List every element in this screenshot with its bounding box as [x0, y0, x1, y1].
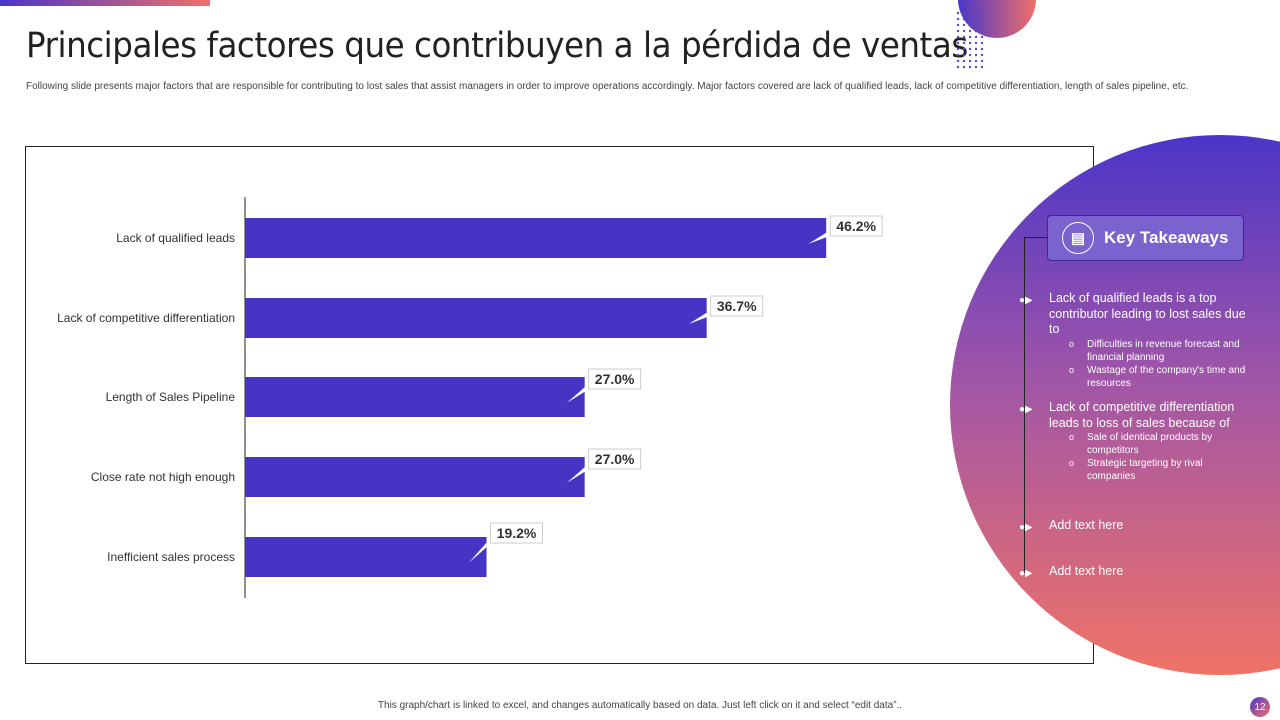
bullet-icon: ●▶	[1019, 522, 1033, 533]
takeaway-text: Lack of qualified leads is a top contrib…	[1049, 291, 1246, 336]
bar	[245, 457, 585, 497]
accent-bar	[0, 0, 210, 6]
category-label: Lack of competitive differentiation	[57, 311, 235, 325]
callout-pointer	[566, 382, 591, 403]
takeaway-item: ●▶ Add text here	[1019, 518, 1249, 534]
category-label: Length of Sales Pipeline	[106, 390, 236, 404]
data-label: 19.2%	[497, 525, 537, 541]
footer-note: This graph/chart is linked to excel, and…	[377, 700, 903, 711]
data-label: 36.7%	[717, 298, 757, 314]
timeline-line	[1024, 237, 1025, 573]
takeaway-text: Add text here	[1049, 518, 1124, 532]
data-label: 27.0%	[595, 451, 635, 467]
data-label-box	[588, 448, 642, 470]
page-title: Principales factores que contribuyen a l…	[26, 26, 968, 66]
key-takeaways-header: ▤ Key Takeaways	[1047, 215, 1244, 261]
data-label-box	[490, 522, 544, 544]
page-number: 12	[1250, 697, 1270, 717]
takeaway-subitem: Strategic targeting by rival companies	[1069, 457, 1249, 483]
bullet-icon: ●▶	[1019, 404, 1033, 415]
category-label: Inefficient sales process	[107, 550, 235, 564]
decorative-dots	[955, 10, 985, 70]
timeline-connector	[1024, 237, 1047, 238]
takeaway-text: Lack of competitive differentiation lead…	[1049, 400, 1235, 430]
key-takeaways-title: Key Takeaways	[1104, 228, 1229, 247]
bullet-icon: ●▶	[1019, 568, 1033, 579]
takeaway-text: Add text here	[1049, 564, 1124, 578]
takeaway-subitem: Wastage of the company's time and resour…	[1069, 364, 1249, 390]
bullet-icon: ●▶	[1019, 295, 1033, 306]
takeaway-item: ●▶ Lack of qualified leads is a top contr…	[1019, 291, 1249, 390]
callout-pointer	[808, 229, 833, 244]
bar	[245, 537, 487, 577]
bar	[245, 298, 707, 338]
callout-pointer	[566, 462, 591, 483]
category-label: Close rate not high enough	[91, 470, 235, 484]
callout-pointer	[468, 536, 493, 563]
notepad-icon: ▤	[1062, 222, 1094, 254]
takeaway-subitem: Difficulties in revenue forecast and fin…	[1069, 338, 1249, 364]
page-subtitle: Following slide presents major factors t…	[26, 81, 1189, 92]
category-label: Lack of qualified leads	[116, 231, 235, 245]
data-label-box	[710, 295, 764, 317]
takeaway-item: ●▶ Add text here	[1019, 564, 1249, 580]
data-label-box	[588, 368, 642, 390]
callout-pointer	[688, 309, 713, 324]
bar	[245, 218, 827, 258]
bar	[245, 377, 585, 417]
takeaway-item: ●▶ Lack of competitive differentiation le…	[1019, 400, 1249, 483]
data-label: 27.0%	[595, 371, 635, 387]
data-label-box	[829, 215, 883, 237]
takeaway-subitem: Sale of identical products by competitor…	[1069, 431, 1249, 457]
decorative-gradient-circle	[950, 135, 1280, 675]
data-label: 46.2%	[836, 218, 876, 234]
